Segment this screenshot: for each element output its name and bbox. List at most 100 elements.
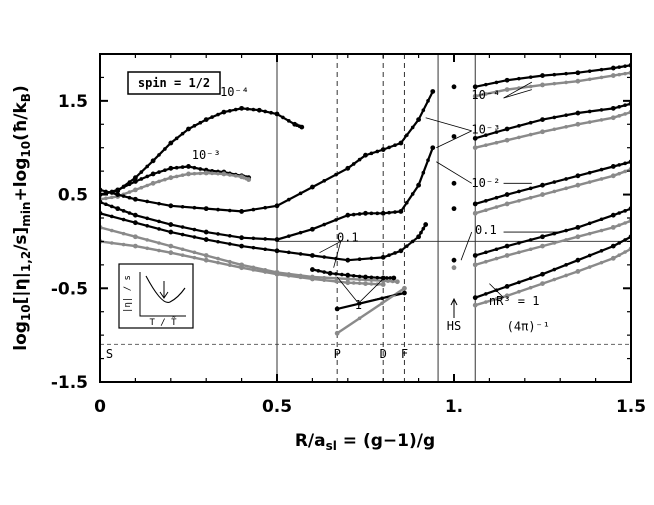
data-point bbox=[387, 253, 391, 257]
data-point bbox=[345, 280, 351, 286]
data-point bbox=[334, 218, 338, 222]
data-point bbox=[287, 273, 291, 278]
data-point bbox=[617, 114, 621, 118]
data-point bbox=[274, 248, 280, 254]
data-point bbox=[145, 183, 149, 188]
data-point bbox=[540, 182, 545, 188]
data-point bbox=[104, 189, 108, 194]
data-point bbox=[150, 158, 156, 164]
data-point bbox=[494, 297, 499, 301]
data-point bbox=[426, 99, 430, 103]
data-point bbox=[410, 192, 415, 196]
series-line bbox=[474, 64, 631, 88]
data-point bbox=[393, 210, 397, 214]
series-annotation: 10⁻³ bbox=[471, 123, 500, 137]
data-point bbox=[121, 194, 126, 198]
series-annotation: 10⁻⁴ bbox=[471, 88, 500, 102]
data-point bbox=[357, 157, 362, 162]
data-point bbox=[298, 252, 303, 256]
data-point bbox=[192, 171, 197, 176]
data-point bbox=[133, 187, 138, 193]
data-point bbox=[121, 209, 126, 213]
data-point bbox=[180, 247, 185, 252]
data-point bbox=[394, 279, 400, 285]
data-point bbox=[322, 222, 327, 227]
data-point bbox=[357, 257, 362, 262]
data-point bbox=[517, 289, 521, 294]
data-point bbox=[623, 161, 627, 166]
data-point bbox=[393, 251, 397, 255]
data-point bbox=[127, 195, 132, 200]
data-point bbox=[451, 206, 457, 212]
data-point bbox=[157, 219, 161, 224]
data-point bbox=[375, 149, 380, 154]
data-point bbox=[363, 152, 368, 158]
data-point bbox=[623, 71, 627, 76]
data-point bbox=[610, 255, 616, 261]
data-point bbox=[351, 212, 356, 217]
data-point bbox=[192, 255, 197, 260]
reference-lines bbox=[100, 54, 631, 382]
data-point bbox=[168, 175, 174, 181]
annotation-leader bbox=[503, 121, 533, 132]
data-point bbox=[623, 64, 627, 68]
data-point bbox=[121, 231, 126, 236]
data-point bbox=[504, 243, 510, 249]
data-point bbox=[150, 171, 156, 177]
data-point bbox=[145, 238, 149, 242]
data-point bbox=[540, 192, 545, 197]
series-high-gray bbox=[472, 70, 631, 99]
data-point bbox=[203, 206, 209, 212]
data-point bbox=[472, 295, 478, 301]
data-point bbox=[587, 180, 592, 184]
vertical-marker-label: HS bbox=[447, 319, 461, 333]
series-high-black bbox=[472, 234, 631, 301]
data-point bbox=[564, 80, 568, 85]
data-point bbox=[287, 250, 291, 255]
annotation-leader bbox=[333, 241, 342, 268]
data-point bbox=[287, 119, 291, 123]
data-point bbox=[387, 145, 391, 150]
data-point bbox=[186, 171, 191, 177]
data-point bbox=[617, 72, 621, 77]
data-point bbox=[157, 201, 161, 206]
data-point bbox=[575, 110, 581, 116]
data-point bbox=[494, 130, 499, 134]
data-point bbox=[623, 209, 627, 213]
data-point bbox=[251, 236, 256, 241]
y-tick-label: -1.5 bbox=[51, 373, 88, 393]
data-point bbox=[484, 259, 488, 264]
data-point bbox=[540, 73, 545, 78]
data-point bbox=[540, 82, 545, 88]
x-tick-label: 1.5 bbox=[616, 397, 646, 417]
data-point bbox=[528, 84, 533, 89]
inset: T / T̃ |η| / s bbox=[118, 263, 194, 329]
data-point bbox=[174, 136, 179, 141]
data-point bbox=[192, 250, 197, 255]
data-point bbox=[430, 145, 436, 151]
data-point bbox=[133, 220, 138, 226]
data-point bbox=[310, 226, 315, 232]
data-point bbox=[472, 135, 478, 141]
data-point bbox=[133, 196, 138, 202]
annotation-leader bbox=[336, 276, 359, 304]
data-point bbox=[351, 162, 356, 166]
data-point bbox=[334, 272, 338, 276]
data-point bbox=[110, 204, 114, 209]
data-point bbox=[327, 270, 333, 276]
data-point bbox=[139, 177, 144, 181]
data-point bbox=[587, 265, 592, 269]
data-point bbox=[587, 109, 592, 114]
data-point bbox=[504, 77, 510, 83]
vertical-marker-label: D bbox=[380, 347, 387, 361]
data-point bbox=[610, 243, 616, 249]
data-point bbox=[239, 105, 245, 111]
data-point bbox=[402, 285, 407, 291]
data-point bbox=[484, 82, 488, 87]
data-point bbox=[599, 177, 604, 181]
data-point bbox=[599, 108, 604, 112]
data-point bbox=[139, 170, 144, 174]
data-point bbox=[210, 169, 214, 173]
data-point bbox=[198, 171, 203, 176]
